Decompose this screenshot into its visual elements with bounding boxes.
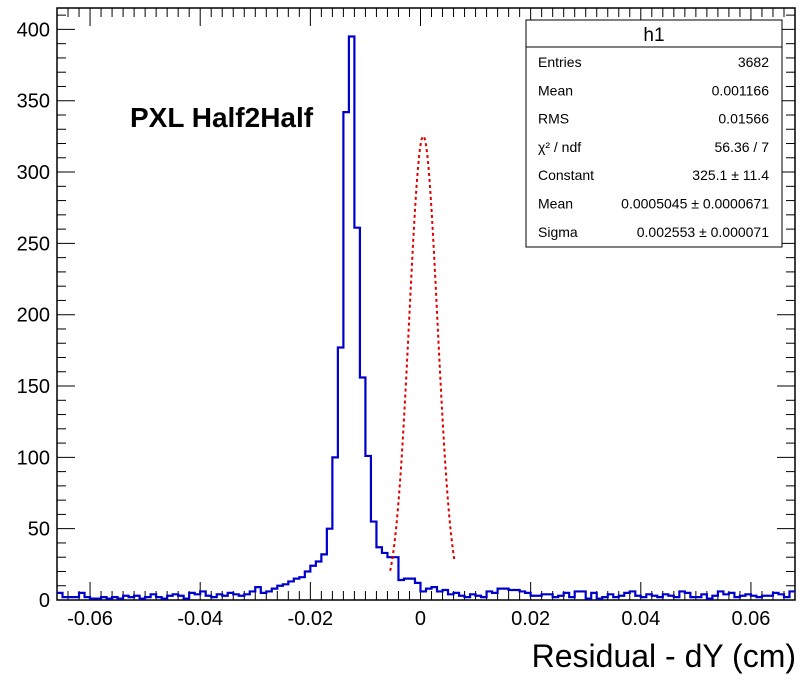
y-tick-label: 100 — [17, 447, 50, 469]
x-tick-label: 0 — [415, 608, 426, 630]
gaussian-fit-curve — [389, 135, 456, 572]
stats-row-value: 0.001166 — [712, 82, 770, 98]
stats-row-value: 0.002553 ± 0.000071 — [637, 224, 769, 240]
x-tick-label: -0.06 — [67, 608, 113, 630]
stats-row-value: 0.01566 — [718, 111, 769, 127]
y-tick-label: 0 — [39, 590, 50, 612]
stats-row-value: 0.0005045 ± 0.0000671 — [621, 196, 769, 212]
stats-row-value: 3682 — [738, 54, 769, 70]
stats-row-label: RMS — [538, 111, 569, 127]
stats-row-label: Entries — [538, 54, 582, 70]
x-tick-label: -0.04 — [177, 608, 223, 630]
x-tick-label: -0.02 — [288, 608, 334, 630]
histogram-line — [57, 35, 795, 600]
y-tick-label: 400 — [17, 19, 50, 41]
x-tick-label: 0.04 — [621, 608, 660, 630]
y-tick-label: 350 — [17, 91, 50, 113]
stats-row-value: 56.36 / 7 — [715, 139, 770, 155]
x-tick-label: 0.02 — [511, 608, 550, 630]
stats-row-label: Mean — [538, 196, 573, 212]
axis-tick-labels: -0.06 -0.04 -0.02 0 0.02 0.04 0.06 0 50 100 150 200… — [17, 19, 771, 630]
stats-row-value: 325.1 ± 11.4 — [692, 167, 769, 183]
stats-row-label: χ² / ndf — [538, 139, 581, 155]
stats-box-title: h1 — [643, 25, 664, 46]
stats-row-label: Sigma — [538, 224, 578, 240]
y-tick-label: 300 — [17, 162, 50, 184]
y-tick-label: 150 — [17, 376, 50, 398]
stats-row-label: Constant — [538, 167, 594, 183]
stats-row-label: Mean — [538, 82, 573, 98]
x-tick-label: 0.06 — [731, 608, 770, 630]
y-tick-label: 200 — [17, 305, 50, 327]
y-tick-label: 50 — [28, 519, 50, 541]
x-axis-title: Residual - dY (cm) — [532, 638, 796, 674]
plot-frame — [56, 7, 796, 601]
y-tick-label: 250 — [17, 233, 50, 255]
stats-box: h1 Entries 3682 Mean 0.001166 RMS 0.01566 χ² /… — [525, 19, 783, 248]
plot-label: PXL Half2Half — [130, 102, 314, 133]
